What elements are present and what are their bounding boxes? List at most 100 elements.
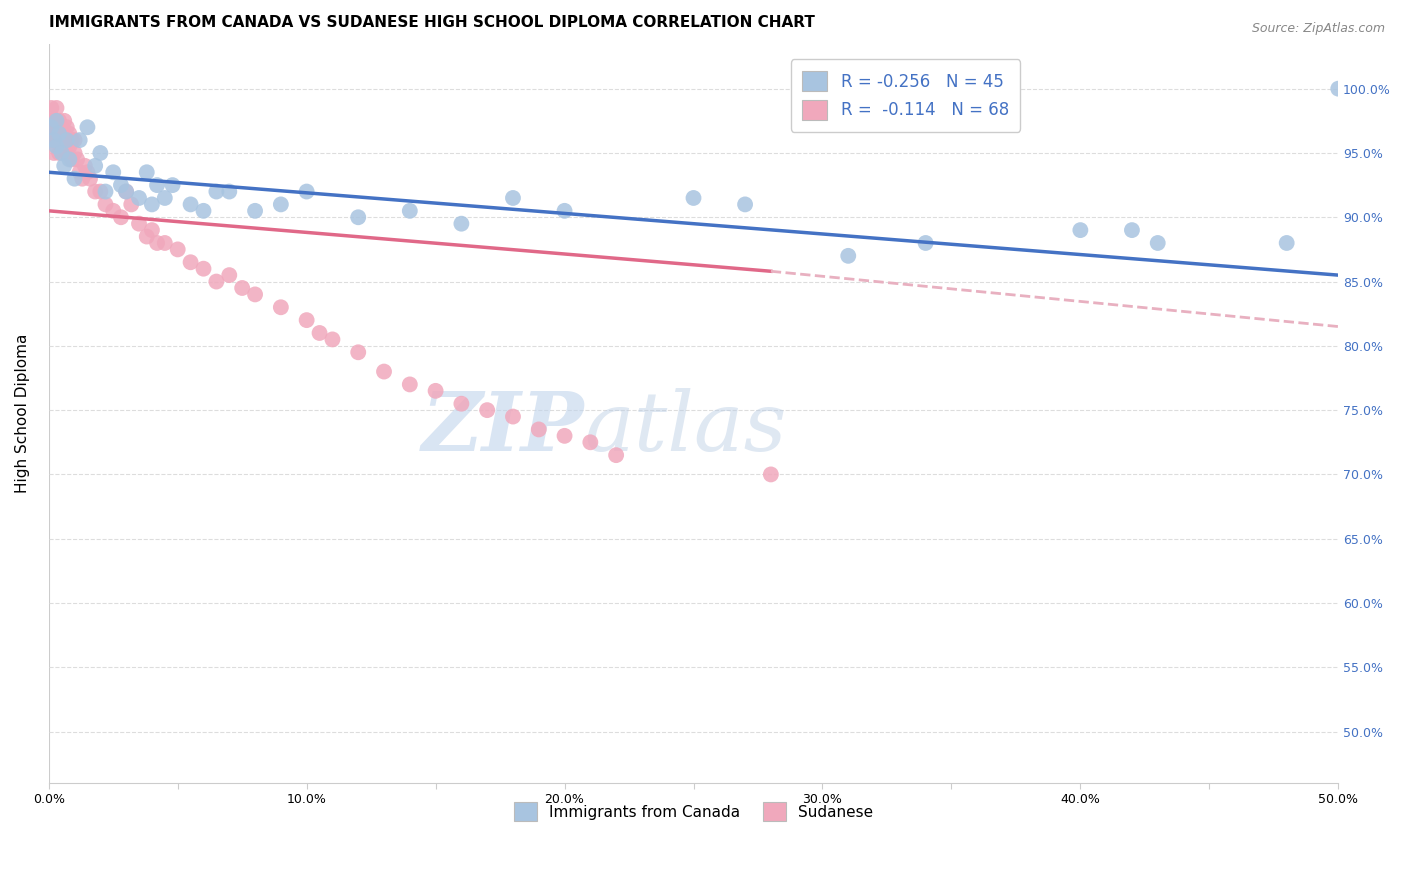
- Point: [373, 365, 395, 379]
- Point: [1327, 81, 1350, 95]
- Point: [41, 101, 63, 115]
- Point: [66, 153, 89, 167]
- Point: [73, 159, 96, 173]
- Point: [45, 113, 67, 128]
- Point: [89, 145, 111, 160]
- Point: [231, 281, 253, 295]
- Point: [477, 403, 499, 417]
- Point: [295, 313, 318, 327]
- Point: [56, 120, 79, 135]
- Point: [58, 153, 80, 167]
- Point: [89, 185, 111, 199]
- Point: [243, 287, 266, 301]
- Point: [72, 171, 94, 186]
- Point: [120, 197, 142, 211]
- Point: [554, 203, 576, 218]
- Point: [128, 191, 150, 205]
- Point: [146, 178, 169, 193]
- Point: [218, 268, 240, 282]
- Point: [128, 217, 150, 231]
- Point: [141, 197, 163, 211]
- Point: [115, 185, 138, 199]
- Point: [579, 435, 602, 450]
- Point: [63, 145, 86, 160]
- Point: [45, 101, 67, 115]
- Point: [48, 145, 70, 160]
- Point: [45, 120, 67, 135]
- Point: [347, 211, 370, 225]
- Point: [193, 203, 215, 218]
- Point: [295, 185, 318, 199]
- Text: atlas: atlas: [583, 388, 786, 468]
- Point: [502, 409, 524, 424]
- Point: [51, 145, 73, 160]
- Point: [58, 139, 80, 153]
- Point: [60, 153, 83, 167]
- Point: [243, 203, 266, 218]
- Point: [218, 185, 240, 199]
- Point: [837, 249, 859, 263]
- Point: [450, 397, 472, 411]
- Point: [56, 133, 79, 147]
- Point: [153, 235, 176, 250]
- Point: [166, 243, 188, 257]
- Point: [42, 133, 65, 147]
- Point: [425, 384, 447, 398]
- Point: [135, 165, 157, 179]
- Point: [527, 422, 550, 436]
- Point: [270, 300, 292, 314]
- Point: [734, 197, 756, 211]
- Point: [193, 261, 215, 276]
- Point: [56, 145, 79, 160]
- Point: [347, 345, 370, 359]
- Point: [759, 467, 782, 482]
- Y-axis label: High School Diploma: High School Diploma: [15, 334, 30, 493]
- Point: [450, 217, 472, 231]
- Point: [51, 133, 73, 147]
- Point: [84, 185, 107, 199]
- Point: [180, 255, 202, 269]
- Point: [42, 113, 65, 128]
- Point: [48, 113, 70, 128]
- Point: [682, 191, 704, 205]
- Point: [94, 197, 117, 211]
- Legend: Immigrants from Canada, Sudanese: Immigrants from Canada, Sudanese: [508, 797, 879, 827]
- Point: [1275, 235, 1298, 250]
- Point: [398, 203, 420, 218]
- Point: [321, 333, 343, 347]
- Point: [110, 211, 132, 225]
- Point: [502, 191, 524, 205]
- Point: [1146, 235, 1168, 250]
- Point: [63, 171, 86, 186]
- Point: [94, 185, 117, 199]
- Point: [41, 120, 63, 135]
- Point: [51, 139, 73, 153]
- Point: [308, 326, 330, 340]
- Text: ZIP: ZIP: [422, 388, 583, 468]
- Point: [56, 133, 79, 147]
- Point: [76, 120, 98, 135]
- Point: [110, 178, 132, 193]
- Point: [48, 127, 70, 141]
- Point: [42, 133, 65, 147]
- Point: [135, 229, 157, 244]
- Point: [205, 185, 228, 199]
- Point: [914, 235, 936, 250]
- Point: [1069, 223, 1091, 237]
- Point: [103, 203, 125, 218]
- Point: [69, 165, 91, 179]
- Point: [180, 197, 202, 211]
- Point: [76, 165, 98, 179]
- Point: [79, 171, 101, 186]
- Point: [69, 133, 91, 147]
- Point: [53, 159, 76, 173]
- Point: [84, 159, 107, 173]
- Point: [53, 113, 76, 128]
- Point: [48, 133, 70, 147]
- Point: [63, 133, 86, 147]
- Text: Source: ZipAtlas.com: Source: ZipAtlas.com: [1251, 22, 1385, 36]
- Point: [153, 191, 176, 205]
- Point: [103, 165, 125, 179]
- Point: [51, 120, 73, 135]
- Text: IMMIGRANTS FROM CANADA VS SUDANESE HIGH SCHOOL DIPLOMA CORRELATION CHART: IMMIGRANTS FROM CANADA VS SUDANESE HIGH …: [49, 15, 814, 30]
